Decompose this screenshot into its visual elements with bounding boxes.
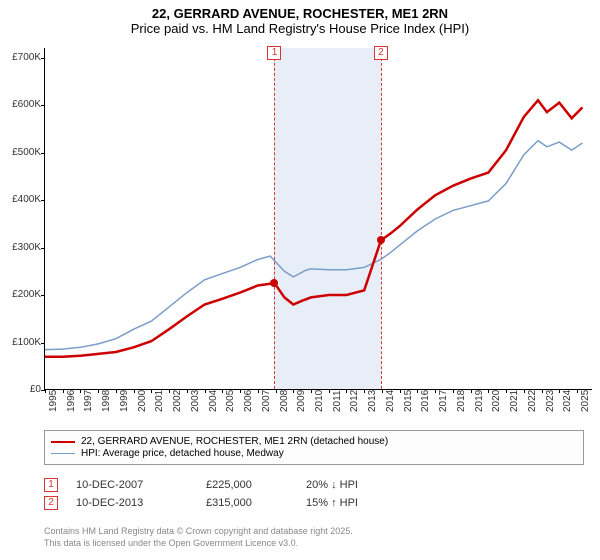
x-tick-label: 2008 xyxy=(279,390,290,412)
y-tick-label: £100K xyxy=(1,337,41,348)
sale-index: 2 xyxy=(44,496,58,510)
title-address: 22, GERRARD AVENUE, ROCHESTER, ME1 2RN xyxy=(0,6,600,21)
sale-row: 1 10-DEC-2007£225,00020% ↓ HPI xyxy=(44,478,406,492)
chart-plot-area: 12£0£100K£200K£300K£400K£500K£600K£700K1… xyxy=(44,48,592,390)
y-tick-label: £400K xyxy=(1,194,41,205)
x-tick-label: 2015 xyxy=(403,390,414,412)
footer-line2: This data is licensed under the Open Gov… xyxy=(44,538,353,550)
x-tick-label: 1996 xyxy=(66,390,77,412)
legend-label: HPI: Average price, detached house, Medw… xyxy=(81,448,284,459)
legend-swatch xyxy=(51,441,75,443)
x-tick-label: 2011 xyxy=(332,390,343,412)
hpi-line xyxy=(45,141,582,350)
x-tick-label: 2022 xyxy=(527,390,538,412)
x-tick-label: 1995 xyxy=(48,390,59,412)
line-layer xyxy=(45,48,593,390)
x-tick-label: 2009 xyxy=(296,390,307,412)
x-tick-label: 2012 xyxy=(349,390,360,412)
x-tick-label: 2003 xyxy=(190,390,201,412)
x-tick-label: 2005 xyxy=(225,390,236,412)
sale-price: £225,000 xyxy=(206,479,306,491)
x-tick-label: 2000 xyxy=(137,390,148,412)
sale-diff: 20% ↓ HPI xyxy=(306,479,406,491)
sale-events-table: 1 10-DEC-2007£225,00020% ↓ HPI 2 10-DEC-201… xyxy=(44,478,406,514)
sale-dot xyxy=(270,279,278,287)
x-tick-label: 2016 xyxy=(420,390,431,412)
sale-dot xyxy=(377,236,385,244)
sale-index: 1 xyxy=(44,478,58,492)
chart-container: { "title_line1": "22, GERRARD AVENUE, RO… xyxy=(0,0,600,560)
x-tick-label: 2013 xyxy=(367,390,378,412)
legend-item: 22, GERRARD AVENUE, ROCHESTER, ME1 2RN (… xyxy=(51,436,577,447)
x-tick-label: 2021 xyxy=(509,390,520,412)
legend-label: 22, GERRARD AVENUE, ROCHESTER, ME1 2RN (… xyxy=(81,436,388,447)
x-tick-label: 2002 xyxy=(172,390,183,412)
x-tick-label: 2017 xyxy=(438,390,449,412)
x-tick-label: 1997 xyxy=(83,390,94,412)
x-tick-label: 2025 xyxy=(580,390,591,412)
title-block: 22, GERRARD AVENUE, ROCHESTER, ME1 2RN P… xyxy=(0,0,600,36)
x-tick-label: 2020 xyxy=(491,390,502,412)
sale-date: 10-DEC-2013 xyxy=(76,497,206,509)
title-subtitle: Price paid vs. HM Land Registry's House … xyxy=(0,21,600,36)
legend-item: HPI: Average price, detached house, Medw… xyxy=(51,448,577,459)
footer-line1: Contains HM Land Registry data © Crown c… xyxy=(44,526,353,538)
legend-swatch xyxy=(51,453,75,454)
x-tick-label: 2010 xyxy=(314,390,325,412)
sale-price: £315,000 xyxy=(206,497,306,509)
y-tick-label: £200K xyxy=(1,289,41,300)
y-tick-label: £300K xyxy=(1,242,41,253)
sale-row: 2 10-DEC-2013£315,00015% ↑ HPI xyxy=(44,496,406,510)
y-tick-label: £500K xyxy=(1,147,41,158)
x-tick-label: 2004 xyxy=(208,390,219,412)
x-tick-label: 2024 xyxy=(562,390,573,412)
x-tick-label: 2014 xyxy=(385,390,396,412)
price-paid-line xyxy=(45,100,582,357)
footer-attribution: Contains HM Land Registry data © Crown c… xyxy=(44,526,353,549)
x-tick-label: 2006 xyxy=(243,390,254,412)
x-tick-label: 2007 xyxy=(261,390,272,412)
y-tick-label: £700K xyxy=(1,52,41,63)
x-tick-label: 2019 xyxy=(474,390,485,412)
x-tick-label: 2023 xyxy=(545,390,556,412)
sale-diff: 15% ↑ HPI xyxy=(306,497,406,509)
x-tick-label: 2018 xyxy=(456,390,467,412)
x-tick-label: 1999 xyxy=(119,390,130,412)
sale-date: 10-DEC-2007 xyxy=(76,479,206,491)
y-tick-label: £600K xyxy=(1,99,41,110)
legend: 22, GERRARD AVENUE, ROCHESTER, ME1 2RN (… xyxy=(44,430,584,465)
x-tick-label: 1998 xyxy=(101,390,112,412)
y-tick-label: £0 xyxy=(1,384,41,395)
x-tick-label: 2001 xyxy=(154,390,165,412)
